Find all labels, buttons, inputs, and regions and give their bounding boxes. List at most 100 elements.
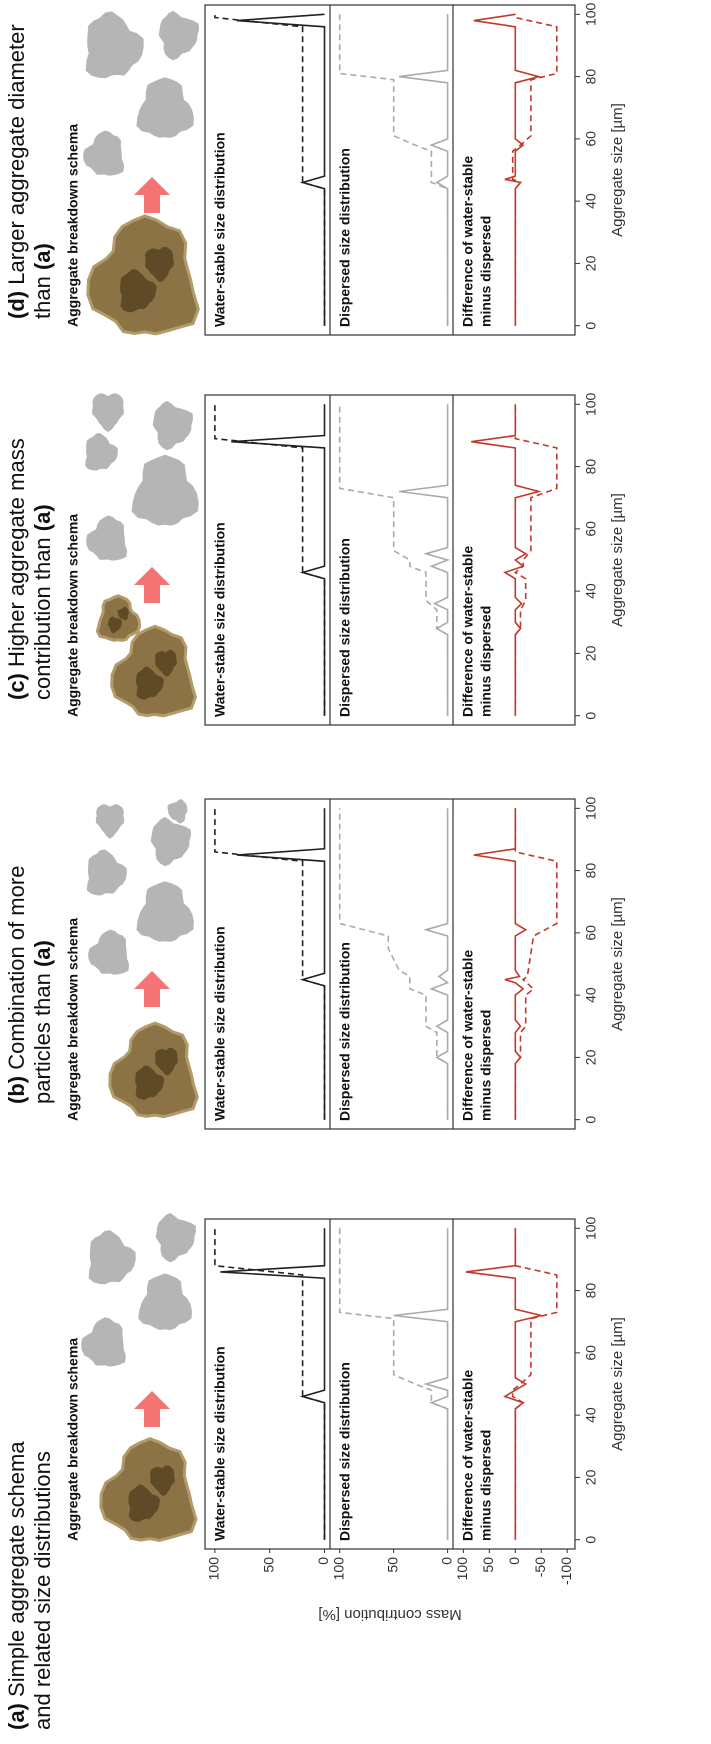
- particle: [92, 393, 124, 432]
- y-tick-label: 100: [330, 1557, 346, 1581]
- panel-letter: (c): [4, 673, 29, 700]
- panel-title-line: Higher aggregate mass: [4, 438, 29, 667]
- aggregate: [110, 1023, 198, 1117]
- x-tick-label: 40: [583, 1407, 599, 1423]
- particle: [138, 1273, 192, 1330]
- y-tick-label: 0: [315, 1557, 331, 1565]
- panel-title-ref: (a): [30, 940, 55, 967]
- breakdown-arrow: [134, 567, 170, 603]
- schema-title: Aggregate breakdown schema: [65, 124, 81, 327]
- panel-title-ref: (a): [30, 504, 55, 531]
- subplot-label: Dispersed size distribution: [337, 942, 353, 1121]
- panel-title: (a) Simple aggregate schema: [4, 1441, 29, 1730]
- plot-frame: [205, 1219, 575, 1549]
- subplot-label: Water-stable size distribution: [212, 926, 228, 1121]
- x-tick-label: 100: [583, 392, 599, 416]
- x-tick-label: 60: [583, 131, 599, 147]
- figure: Mass contribution [%]050100050100-100-50…: [0, 0, 711, 1744]
- aggregate: [88, 216, 198, 334]
- subplot-label: minus dispersed: [478, 1430, 494, 1541]
- distribution-line: [231, 404, 324, 715]
- x-tick-label: 20: [583, 1049, 599, 1065]
- panel-title-line: and related size distributions: [30, 1451, 55, 1730]
- y-tick-label: 0: [438, 1557, 454, 1565]
- y-axis-label: Mass contribution [%]: [318, 1606, 461, 1623]
- particle: [168, 799, 188, 824]
- x-axis-label: Aggregate size [µm]: [609, 1317, 626, 1451]
- y-tick-label: -100: [558, 1557, 574, 1585]
- x-tick-label: 60: [583, 1345, 599, 1361]
- cumulative-line: [513, 1228, 557, 1539]
- particle: [151, 817, 191, 866]
- particle: [81, 1317, 126, 1366]
- distribution-line: [399, 14, 448, 325]
- breakdown-arrow: [134, 971, 170, 1007]
- panel-title: particles than (a): [30, 940, 55, 1104]
- panel-title-line: particles than: [30, 973, 55, 1104]
- cumulative-line: [215, 404, 325, 715]
- subplot-label: Difference of water-stable: [460, 156, 476, 327]
- subplot-label: minus dispersed: [478, 606, 494, 717]
- panel-title: (d) Larger aggregate diameter: [4, 24, 29, 319]
- cumulative-line: [215, 808, 325, 1119]
- schema-title: Aggregate breakdown schema: [65, 1338, 81, 1541]
- breakdown-arrow: [134, 177, 170, 213]
- particle: [136, 881, 194, 942]
- x-tick-label: 0: [583, 1536, 599, 1544]
- subplot-label: Dispersed size distribution: [337, 538, 353, 717]
- cumulative-line: [340, 404, 448, 715]
- subplot-label: Dispersed size distribution: [337, 148, 353, 327]
- cumulative-line: [515, 404, 557, 715]
- subplot-label: Difference of water-stable: [460, 1370, 476, 1541]
- x-tick-label: 80: [583, 863, 599, 879]
- distribution-line: [394, 1228, 448, 1539]
- x-tick-label: 0: [583, 322, 599, 330]
- panel-title: and related size distributions: [30, 1451, 55, 1730]
- x-axis-label: Aggregate size [µm]: [609, 493, 626, 627]
- plot-frame: [205, 5, 575, 335]
- subplot-label: minus dispersed: [478, 1010, 494, 1121]
- cumulative-line: [515, 808, 557, 1119]
- particle: [96, 804, 124, 839]
- panel-letter: (b): [4, 1076, 29, 1104]
- subplot-label: minus dispersed: [478, 216, 494, 327]
- particle: [86, 516, 127, 561]
- distribution-line: [426, 808, 448, 1119]
- x-tick-label: 60: [583, 521, 599, 537]
- subplot-label: Water-stable size distribution: [212, 1346, 228, 1541]
- particle: [85, 433, 118, 471]
- panel-title: contribution than (a): [30, 504, 55, 700]
- y-tick-label: -50: [532, 1557, 548, 1577]
- y-tick-label: 50: [480, 1557, 496, 1573]
- panel-title: (b) Combination of more: [4, 866, 29, 1104]
- particle: [132, 455, 199, 526]
- particle: [159, 11, 199, 60]
- x-tick-label: 20: [583, 1469, 599, 1485]
- plot-frame: [205, 395, 575, 725]
- particle: [136, 77, 194, 138]
- x-tick-label: 40: [583, 987, 599, 1003]
- schema-title: Aggregate breakdown schema: [65, 918, 81, 1121]
- panel-title: (c) Higher aggregate mass: [4, 438, 29, 700]
- particle: [83, 131, 124, 176]
- aggregate: [97, 596, 139, 641]
- distribution-line: [237, 14, 325, 325]
- x-tick-label: 80: [583, 459, 599, 475]
- subplot-label: Dispersed size distribution: [337, 1362, 353, 1541]
- cumulative-line: [340, 1228, 448, 1539]
- x-axis-label: Aggregate size [µm]: [609, 897, 626, 1031]
- panel-letter: (d): [4, 291, 29, 319]
- distribution-line: [237, 808, 325, 1119]
- distribution-line: [399, 404, 448, 715]
- subplot-label: Water-stable size distribution: [212, 132, 228, 327]
- subplot-label: Water-stable size distribution: [212, 522, 228, 717]
- plot-frame: [205, 799, 575, 1129]
- aggregate: [101, 1439, 196, 1541]
- y-tick-label: 100: [454, 1557, 470, 1581]
- x-tick-label: 0: [583, 1116, 599, 1124]
- schema-title: Aggregate breakdown schema: [65, 514, 81, 717]
- x-tick-label: 60: [583, 925, 599, 941]
- panel-title-line: Combination of more: [4, 866, 29, 1070]
- particle: [86, 11, 144, 78]
- y-tick-label: 50: [384, 1557, 400, 1573]
